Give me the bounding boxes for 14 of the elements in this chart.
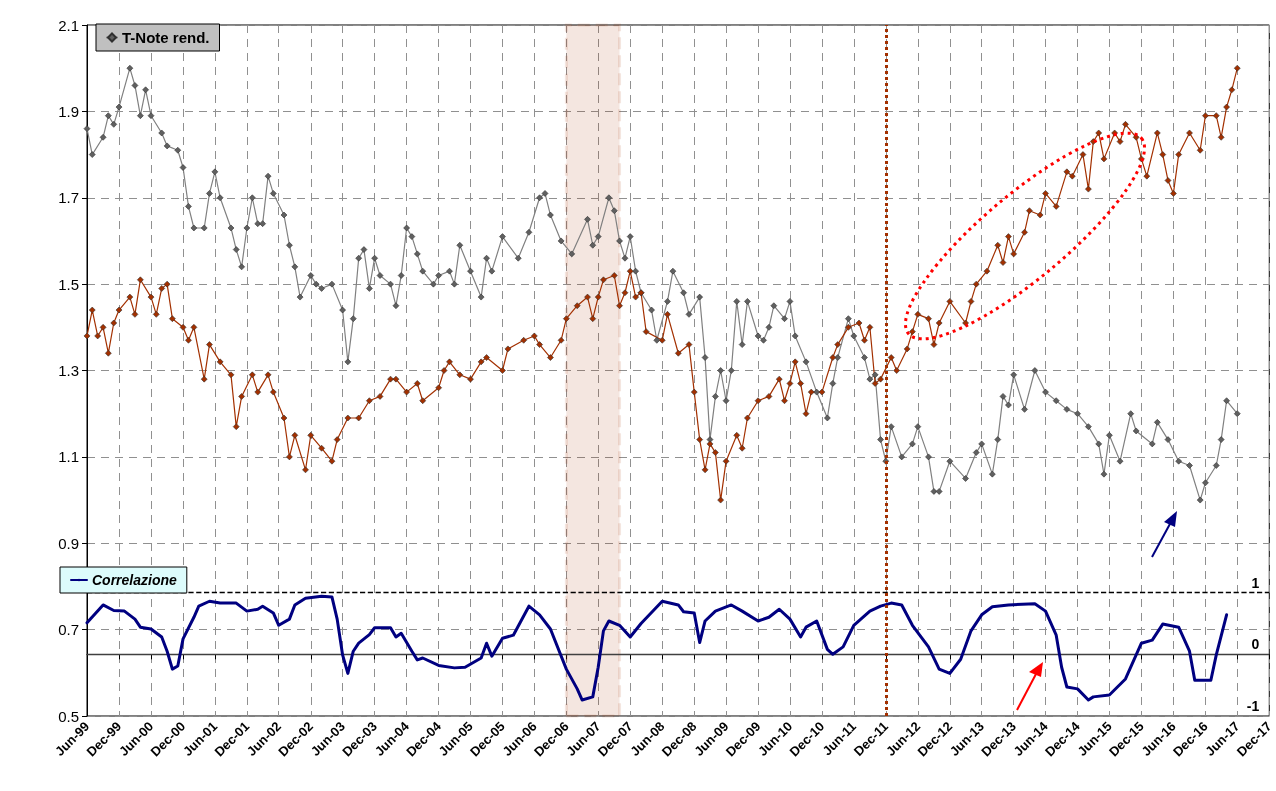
y-tick-label: 1.5 [58,275,79,293]
y-tick-label: 0.9 [58,534,79,552]
y-tick-label: 1.1 [58,448,79,466]
y-tick-label: 0.5 [58,707,79,725]
y-tick-label: 1.3 [58,362,79,379]
legend-label: T-Note rend. [122,29,210,46]
y-tick-label: 2.1 [58,16,79,34]
y-tick-label: 1.9 [58,102,79,120]
y2-tick-label: -1 [1246,698,1260,714]
y-tick-label: 1.7 [58,189,79,207]
legend-label: Correlazione [92,572,178,588]
y-tick-label: 0.7 [58,621,79,639]
y2-tick-label: 0 [1251,636,1260,653]
y2-tick-label: 1 [1251,574,1260,591]
